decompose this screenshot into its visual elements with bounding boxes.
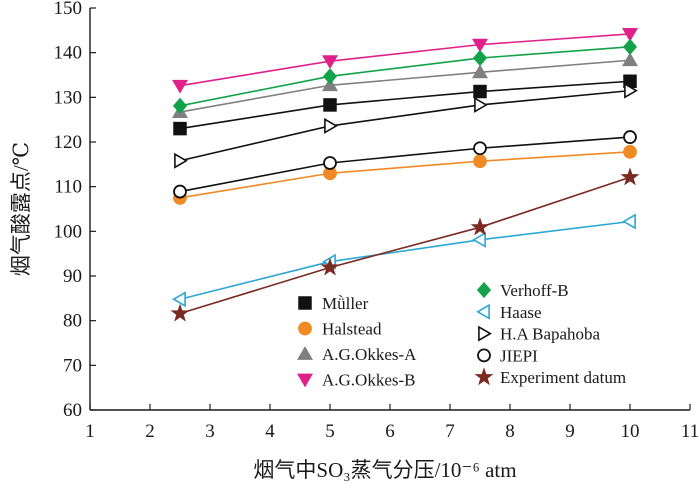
data-point [624, 82, 638, 99]
y-tick-label: 140 [54, 43, 83, 64]
legend-marker [298, 296, 312, 310]
legend-label: Halstead [322, 320, 382, 339]
data-point [323, 156, 337, 170]
y-tick-label: 60 [63, 400, 82, 421]
x-tick-label: 6 [385, 421, 395, 442]
series-line [179, 33, 631, 87]
y-tick-label: 150 [54, 0, 83, 19]
legend-marker [474, 367, 494, 386]
data-point [473, 84, 487, 99]
y-tick-label: 130 [54, 87, 83, 108]
data-point [623, 144, 637, 159]
series-line [179, 80, 631, 130]
legend-marker [297, 346, 313, 360]
data-point [173, 184, 187, 199]
y-tick-label: 100 [54, 221, 83, 242]
legend-label: H.A Bapahoba [500, 325, 601, 344]
x-tick-label: 3 [205, 421, 215, 442]
legend-label: Experiment datum [500, 368, 626, 387]
data-point [174, 152, 188, 169]
y-tick-label: 110 [54, 177, 82, 198]
data-point [473, 141, 487, 156]
x-tick-label: 4 [265, 421, 275, 442]
y-tick-label: 120 [54, 132, 83, 153]
x-tick-label: 5 [325, 421, 335, 442]
legend-label: Verhoff-B [500, 281, 569, 300]
legend-label: A.G.Okkes-B [322, 371, 416, 390]
data-point [173, 121, 187, 136]
series-line [179, 89, 631, 162]
series-line [179, 59, 631, 113]
data-point [622, 52, 638, 67]
legend-label: Haase [500, 303, 542, 322]
y-axis-title: 烟气酸露点/℃ [9, 142, 33, 276]
legend-label: Mǜller [322, 294, 369, 313]
data-point [472, 231, 486, 248]
x-tick-label: 11 [681, 421, 699, 442]
data-point [322, 77, 338, 92]
legend-marker [297, 373, 313, 388]
legend-marker [476, 303, 490, 320]
data-point [473, 154, 487, 169]
series-markers [170, 28, 640, 322]
legend-label: A.G.Okkes-A [322, 345, 417, 364]
legend-marker [476, 281, 492, 299]
data-point [172, 97, 188, 114]
data-point [170, 303, 190, 322]
x-tick-label: 7 [445, 421, 455, 442]
data-point [472, 49, 488, 67]
legend-marker [478, 325, 492, 342]
x-tick-label: 8 [505, 421, 515, 442]
series-line [179, 220, 631, 301]
data-point [322, 55, 338, 70]
y-tick-label: 70 [63, 355, 82, 376]
data-point [623, 130, 637, 144]
data-point [320, 257, 340, 276]
series-lines [179, 33, 631, 315]
x-axis-title: 烟气中SO₃蒸气分压/10⁻⁶ atm [253, 458, 516, 482]
series-line [179, 176, 631, 315]
axes: 1 2 3 4 5 6 7 8 9 10 11 60 70 80 90 100 110 120 130 140 150 [54, 0, 700, 442]
data-point [172, 79, 188, 94]
data-point [622, 38, 638, 55]
data-point [620, 167, 640, 186]
legend-marker [477, 348, 491, 363]
series-line [179, 46, 631, 107]
y-tick-label: 80 [63, 311, 82, 332]
legend: Mǜller Halstead A.G.Okkes-A A.G.Okkes-B Verh… [297, 281, 626, 390]
x-tick-label: 9 [565, 421, 575, 442]
series-line [179, 151, 631, 199]
data-point [322, 68, 338, 85]
data-point [472, 38, 488, 53]
series-line [179, 136, 631, 193]
data-point [323, 98, 337, 112]
data-point [474, 96, 488, 113]
data-point [622, 28, 638, 42]
legend-label: JIEPI [500, 346, 538, 365]
data-point [324, 117, 338, 134]
x-tick-label: 1 [85, 421, 95, 442]
data-point [172, 291, 186, 308]
legend-marker [298, 321, 312, 336]
x-tick-label: 2 [145, 421, 155, 442]
data-point [470, 217, 490, 236]
y-tick-label: 90 [63, 266, 82, 287]
data-point [622, 213, 636, 230]
x-tick-label: 10 [621, 421, 640, 442]
data-point [472, 64, 488, 79]
